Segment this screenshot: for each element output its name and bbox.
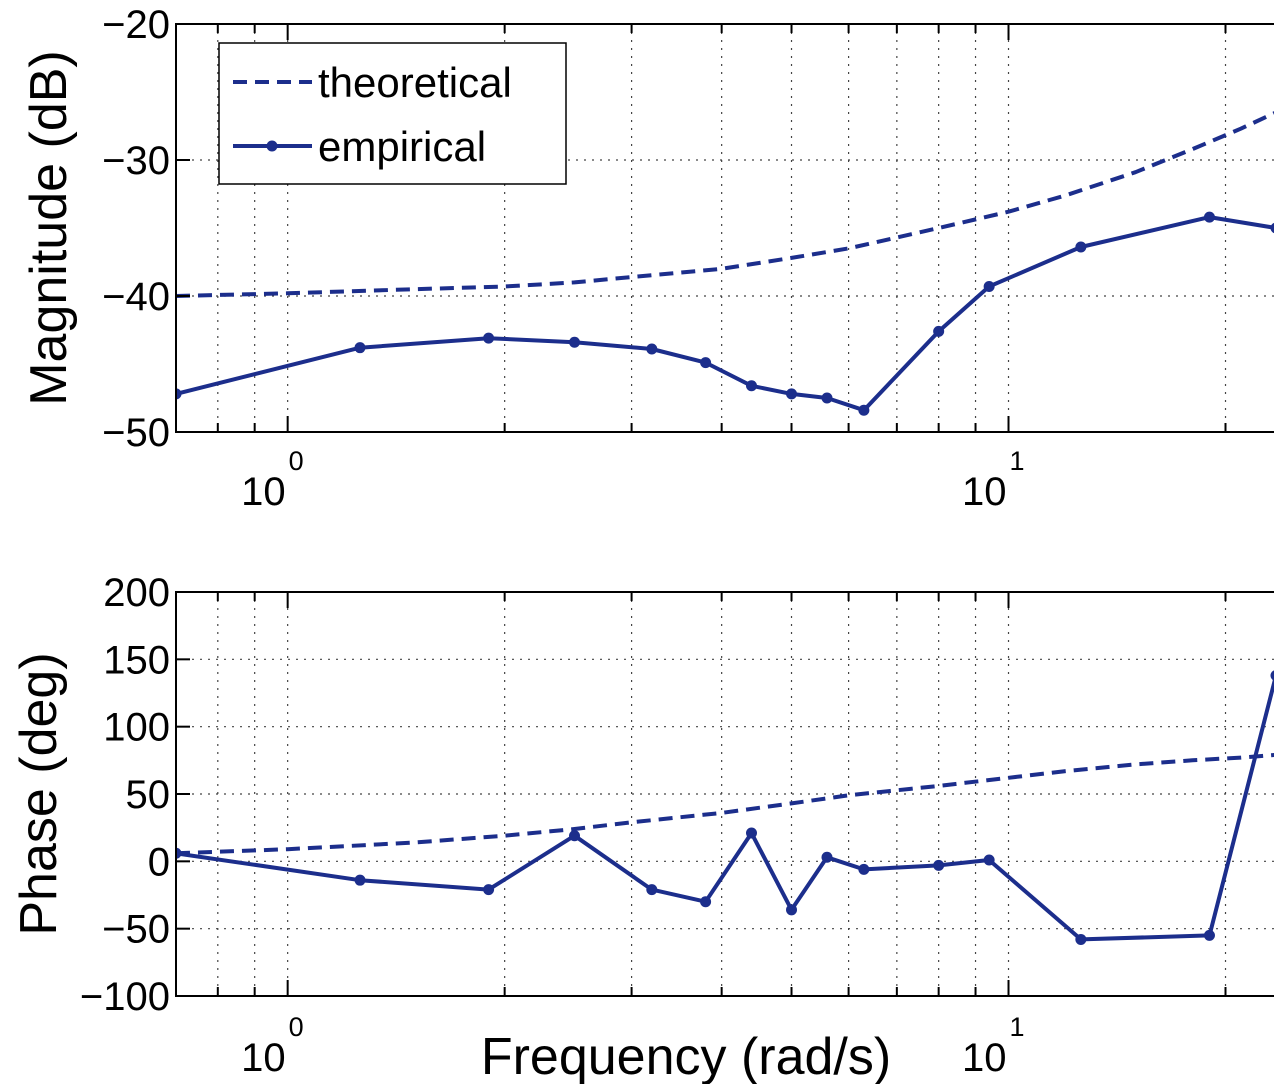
- magnitude-empirical-point: [700, 357, 712, 369]
- magnitude-empirical-point: [1203, 211, 1215, 223]
- phase-axes-frame: [175, 591, 1274, 997]
- phase-empirical-point: [700, 896, 712, 908]
- phase-empirical-point: [745, 827, 757, 839]
- magnitude-empirical-point: [745, 380, 757, 392]
- magnitude-theoretical-line: [176, 111, 1274, 298]
- magnitude-y-tick-label: −20: [102, 3, 170, 47]
- phase-empirical-point: [1075, 933, 1087, 945]
- magnitude-empirical-point: [821, 392, 833, 404]
- phase-empirical-point: [1203, 929, 1215, 941]
- magnitude-y-tick-label: −30: [102, 139, 170, 183]
- phase-empirical-point: [646, 884, 658, 896]
- phase-empirical-point: [176, 847, 182, 859]
- phase-y-tick-label: 50: [126, 773, 171, 817]
- magnitude-y-tick-label: −50: [102, 411, 170, 455]
- magnitude-empirical-point: [569, 336, 581, 348]
- phase-empirical-point: [1270, 670, 1274, 681]
- phase-empirical-point: [933, 859, 945, 871]
- magnitude-x-tick-exponent: 0: [289, 446, 304, 476]
- phase-ticks: [175, 591, 1227, 997]
- phase-y-tick-label: −50: [102, 908, 170, 952]
- phase-y-tick-label: 100: [103, 706, 170, 750]
- legend-box: [218, 42, 567, 185]
- phase-x-tick-label: 10: [241, 1036, 286, 1080]
- phase-y-tick-label: 150: [103, 638, 170, 682]
- magnitude-empirical-line: [176, 215, 1274, 413]
- legend: theoretical empirical: [218, 42, 567, 185]
- legend-empirical-label: empirical: [318, 123, 486, 170]
- magnitude-x-tick-exponent: 1: [1010, 446, 1025, 476]
- phase-grid: [175, 592, 1274, 996]
- magnitude-empirical-point: [1075, 241, 1087, 253]
- phase-y-tick-label: −100: [80, 975, 170, 1019]
- phase-x-tick-label: 10: [962, 1036, 1007, 1080]
- magnitude-ylabel: Magnitude (dB): [20, 50, 78, 406]
- magnitude-series: [176, 111, 1274, 416]
- phase-empirical-point: [983, 854, 995, 866]
- phase-y-tick-label: 200: [103, 571, 170, 615]
- magnitude-axes-frame: [175, 23, 1274, 433]
- magnitude-empirical-point: [176, 388, 182, 400]
- phase-x-tick-exponent: 1: [1010, 1012, 1025, 1042]
- magnitude-empirical-point: [646, 343, 658, 355]
- phase-empirical-line: [176, 675, 1274, 942]
- legend-empirical-marker: [266, 140, 278, 152]
- magnitude-empirical-point: [786, 388, 798, 400]
- magnitude-x-tick-label: 10: [962, 470, 1007, 514]
- phase-theoretical-line: [176, 753, 1274, 856]
- phase-empirical-point: [858, 863, 870, 875]
- magnitude-empirical-point: [983, 280, 995, 292]
- phase-empirical-point: [354, 874, 366, 886]
- phase-empirical-point: [821, 851, 833, 863]
- magnitude-empirical-point: [483, 332, 495, 344]
- phase-xlabel: Frequency (rad/s): [481, 1028, 891, 1084]
- phase-y-tick-label: 0: [148, 840, 170, 884]
- phase-empirical-point: [786, 904, 798, 916]
- magnitude-empirical-point: [354, 342, 366, 354]
- phase-series: [176, 670, 1274, 945]
- magnitude-empirical-point: [858, 404, 870, 416]
- legend-theoretical-label: theoretical: [318, 59, 512, 106]
- magnitude-empirical-point: [933, 325, 945, 337]
- magnitude-x-tick-label: 10: [241, 470, 286, 514]
- phase-ylabel: Phase (deg): [10, 652, 68, 935]
- magnitude-ticks: [175, 23, 1227, 433]
- magnitude-empirical-point: [1270, 222, 1274, 234]
- phase-x-tick-exponent: 0: [289, 1012, 304, 1042]
- magnitude-y-tick-label: −40: [102, 275, 170, 319]
- phase-empirical-point: [569, 830, 581, 842]
- phase-empirical-point: [483, 884, 495, 896]
